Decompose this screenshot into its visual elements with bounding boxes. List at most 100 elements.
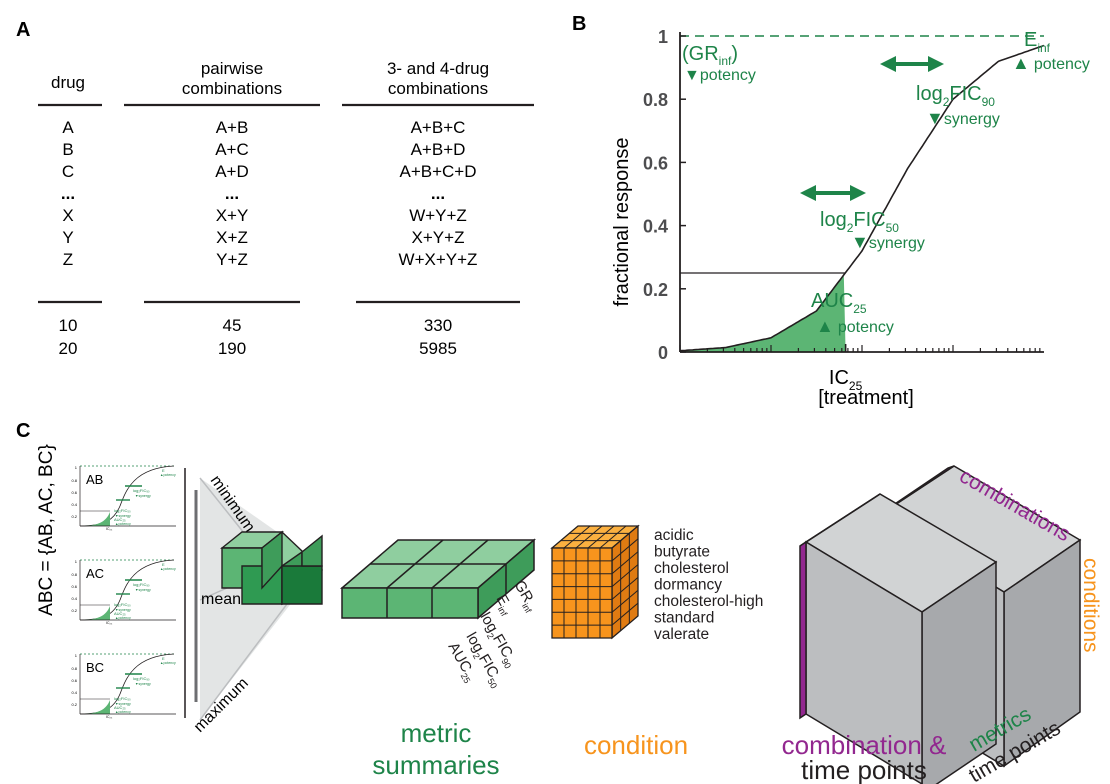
mini-plot-ac-label: AC xyxy=(86,566,104,581)
condition-cube xyxy=(550,524,640,640)
y-tick-label-4: 0.8 xyxy=(643,90,668,110)
x-axis-label: [treatment] xyxy=(818,387,914,409)
header-pairwise-line1: pairwise xyxy=(201,59,263,78)
table-cell-r3-c2: ... xyxy=(431,184,445,203)
panel-a: A drug pairwise combinations 3- and 4-dr… xyxy=(16,19,534,358)
annotation-fic50: log2FIC50 ▼synergy xyxy=(800,185,925,252)
grinf-label: (GRinf) xyxy=(682,43,738,68)
panel-c: C ABC = {AB, AC, BC} AB AC BC minimum me… xyxy=(16,420,1102,784)
table-totals: 10 45 330 20 190 5985 xyxy=(59,316,457,358)
fic90-synergy: ▼synergy xyxy=(926,108,1000,128)
metric-label-grinf: GRinf xyxy=(509,578,542,616)
cube-maximum xyxy=(281,565,323,605)
condition-label-4: cholesterol-high xyxy=(654,593,763,610)
table-cell-r4-c0: X xyxy=(62,206,73,225)
cond-grid-line xyxy=(611,602,639,626)
header-multi-line2: combinations xyxy=(388,79,488,98)
annotation-einf: Einf ▲ potency xyxy=(1012,29,1090,73)
einf-potency: ▲ potency xyxy=(1012,53,1090,73)
mini-plot-ac: AC xyxy=(69,555,181,626)
y-tick-label-3: 0.6 xyxy=(643,153,668,173)
total-cell-r1-c0: 20 xyxy=(59,339,78,358)
condition-cube-front xyxy=(551,547,613,639)
cond-grid-line xyxy=(611,564,639,587)
set-label: ABC = {AB, AC, BC} xyxy=(36,444,57,616)
cond-grid-line xyxy=(575,525,603,549)
panel-b-letter: B xyxy=(572,13,586,35)
x-tick-ic25: IC25 xyxy=(829,367,863,393)
header-pairwise-line2: combinations xyxy=(182,79,282,98)
mini-plot-bc-label: BC xyxy=(86,660,104,675)
combination-cube xyxy=(799,465,1082,784)
cond-grid-line xyxy=(611,577,639,600)
annotation-fic90: log2FIC90 ▼synergy xyxy=(880,56,1000,128)
auc-label: AUC25 xyxy=(811,290,867,316)
total-cell-r0-c0: 10 xyxy=(59,316,78,335)
panel-c-letter: C xyxy=(16,420,30,442)
fic90-label: log2FIC90 xyxy=(916,83,995,109)
fic50-synergy: ▼synergy xyxy=(851,232,925,252)
table-cell-r5-c1: X+Z xyxy=(216,228,248,247)
auc-potency: ▲ potency xyxy=(816,316,894,336)
caption-time-points: time points xyxy=(801,755,927,784)
table-cell-r1-c1: A+C xyxy=(215,140,249,159)
annotation-grinf: (GRinf) ▼potency xyxy=(682,43,756,84)
y-tick-label-1: 0.2 xyxy=(643,280,668,300)
table-cell-r0-c2: A+B+C xyxy=(411,118,466,137)
caption-summaries: summaries xyxy=(372,750,499,780)
table-cell-r5-c2: X+Y+Z xyxy=(412,228,465,247)
table-cell-r4-c2: W+Y+Z xyxy=(409,206,467,225)
table-cell-r5-c0: Y xyxy=(62,228,73,247)
condition-label-6: valerate xyxy=(654,626,709,643)
annotation-auc: AUC25 ▲ potency xyxy=(811,290,894,336)
condition-label-1: butyrate xyxy=(654,544,710,561)
table-cell-r6-c2: W+X+Y+Z xyxy=(399,250,478,269)
condition-label-2: cholesterol xyxy=(654,560,729,577)
caption-combination: combination & xyxy=(782,730,947,760)
table-cell-r4-c1: X+Y xyxy=(216,206,249,225)
total-cell-r0-c1: 45 xyxy=(223,316,242,335)
y-tick-label-5: 1 xyxy=(658,27,668,47)
caption-condition: condition xyxy=(584,730,688,760)
summary-cubes xyxy=(220,530,324,606)
table-cell-r3-c0: ... xyxy=(61,184,75,203)
label-mean: mean xyxy=(201,591,241,608)
y-tick-label-2: 0.4 xyxy=(643,217,668,237)
mini-plot-ab: AB xyxy=(69,461,181,532)
table-cell-r2-c1: A+D xyxy=(215,162,249,181)
total-cell-r1-c1: 190 xyxy=(218,339,246,358)
table-cell-r1-c0: B xyxy=(62,140,73,159)
dose-response-chart: 0 0.2 0.4 0.6 0.8 1 xyxy=(643,27,1045,363)
label-conditions: conditions xyxy=(1079,558,1102,653)
einf-label: Einf xyxy=(1024,29,1051,55)
table-cell-r1-c2: A+B+D xyxy=(411,140,466,159)
cond-grid-line xyxy=(587,525,615,549)
condition-label-5: standard xyxy=(654,610,714,627)
table-body: A A+B A+B+C B A+C A+B+D C A+D A+B+C+D...... ... X X… xyxy=(61,118,478,269)
cond-grid-line xyxy=(611,538,639,562)
condition-label-0: acidic xyxy=(654,527,694,544)
table-cell-r2-c2: A+B+C+D xyxy=(399,162,476,181)
panel-a-letter: A xyxy=(16,19,30,41)
dose-response-curve xyxy=(679,44,1045,352)
y-tick-label-0: 0 xyxy=(658,343,668,363)
total-cell-r0-c2: 330 xyxy=(424,316,452,335)
table-cell-r0-c1: A+B xyxy=(216,118,249,137)
panel-b: B 0 0.2 0.4 0.6 0.8 1 (GRinf) ▼potency Einf ▲… xyxy=(572,13,1090,409)
table-cell-r0-c0: A xyxy=(62,118,74,137)
header-drug: drug xyxy=(51,73,85,92)
caption-metric: metric xyxy=(401,718,472,748)
header-multi-line1: 3- and 4-drug xyxy=(387,59,489,78)
table-cell-r3-c1: ... xyxy=(225,184,239,203)
cond-grid-line xyxy=(611,589,639,613)
auc-area xyxy=(680,274,846,352)
metric-summaries-slab xyxy=(339,538,537,620)
mini-plot-ab-label: AB xyxy=(86,472,103,487)
condition-list: acidicbutyratecholesteroldormancycholest… xyxy=(654,527,763,643)
y-axis-label: fractional response xyxy=(611,138,633,307)
mini-plot-bc: BC xyxy=(69,649,181,720)
table-cell-r2-c0: C xyxy=(62,162,74,181)
table-cell-r6-c0: Z xyxy=(63,250,73,269)
total-cell-r1-c2: 5985 xyxy=(419,339,457,358)
